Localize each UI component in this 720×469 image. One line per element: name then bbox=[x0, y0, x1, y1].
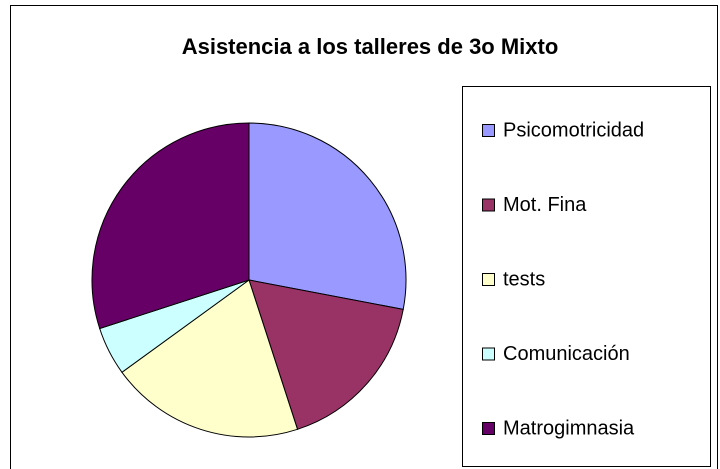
legend-swatch bbox=[482, 422, 495, 435]
legend-swatch bbox=[482, 347, 495, 361]
legend-swatch bbox=[482, 198, 495, 212]
legend-label: Mot. Fina bbox=[503, 194, 587, 216]
chart-title: Asistencia a los talleres de 3o Mixto bbox=[182, 34, 559, 59]
legend-label: Psicomotricidad bbox=[503, 119, 644, 141]
legend-box bbox=[462, 86, 711, 467]
pie-slice bbox=[121, 279, 299, 438]
pie-slice bbox=[248, 122, 407, 311]
pie-slice bbox=[91, 122, 250, 330]
legend-swatch bbox=[482, 273, 495, 286]
legend-swatch bbox=[482, 124, 495, 137]
legend-label: Comunicación bbox=[503, 343, 630, 365]
legend-label: tests bbox=[503, 268, 545, 290]
pie-slice bbox=[248, 279, 404, 430]
legend-label: Matrogimnasia bbox=[503, 417, 635, 439]
